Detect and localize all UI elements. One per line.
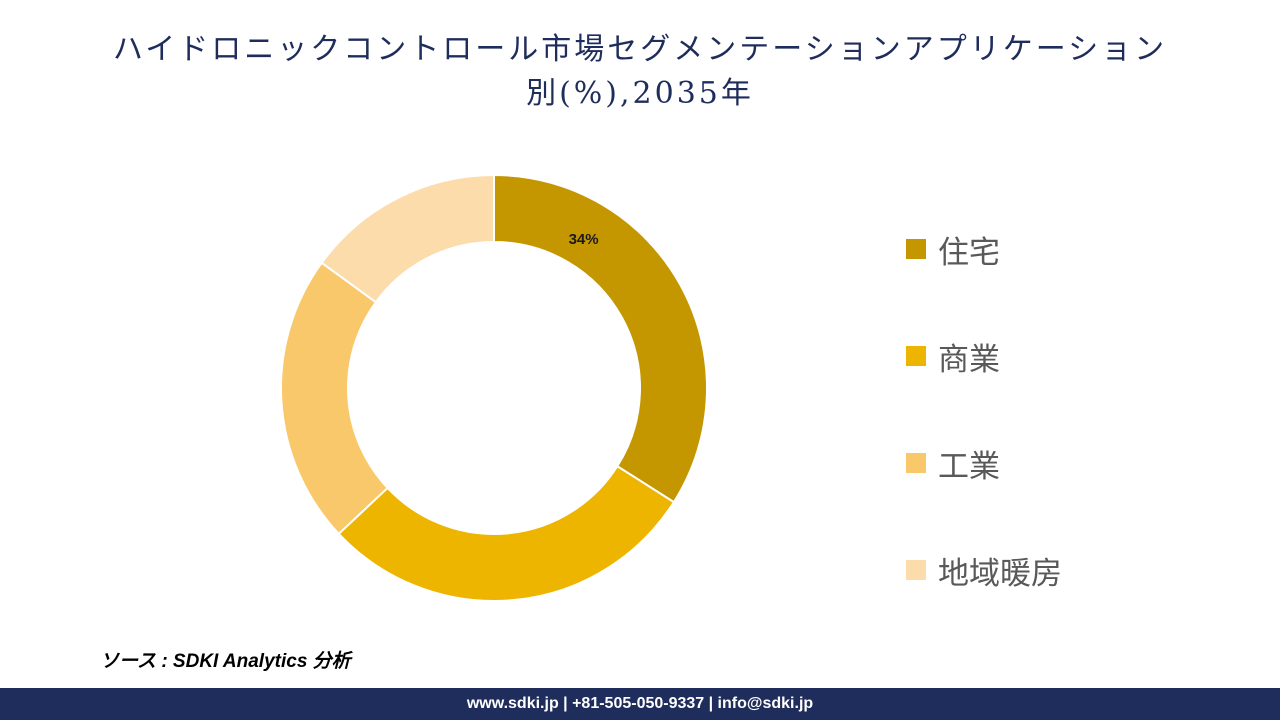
donut-slice-industrial: [280, 261, 389, 536]
legend-swatch-district-heating: [906, 560, 926, 580]
data-label-residential: 34%: [569, 231, 599, 248]
chart-title: ハイドロニックコントロール市場セグメンテーションアプリケーション 別(%),20…: [0, 28, 1280, 116]
legend-swatch-commercial: [906, 346, 926, 366]
legend-label-residential: 住宅: [938, 234, 1000, 271]
legend-item-commercial: 商業: [906, 329, 1000, 383]
chart-title-line-1: ハイドロニックコントロール市場セグメンテーションアプリケーション: [112, 32, 1168, 67]
donut-slice-district-heating: [320, 173, 495, 304]
legend-item-district-heating: 地域暖房: [906, 543, 1062, 597]
donut-slice-commercial: [337, 464, 676, 602]
legend-swatch-residential: [906, 239, 926, 259]
legend-item-industrial: 工業: [906, 436, 1000, 490]
source-note: ソース : SDKI Analytics 分析: [100, 651, 351, 672]
chart-title-line-2: 別(%),2035年: [526, 76, 754, 111]
legend-item-residential: 住宅: [906, 222, 1000, 276]
legend-label-district-heating: 地域暖房: [938, 555, 1062, 592]
footer-contact-bar: www.sdki.jp | +81-505-050-9337 | info@sd…: [0, 688, 1280, 720]
legend-label-industrial: 工業: [938, 448, 1000, 485]
donut-slice-residential: [493, 173, 708, 504]
legend-label-commercial: 商業: [938, 341, 1000, 378]
legend-swatch-industrial: [906, 453, 926, 473]
